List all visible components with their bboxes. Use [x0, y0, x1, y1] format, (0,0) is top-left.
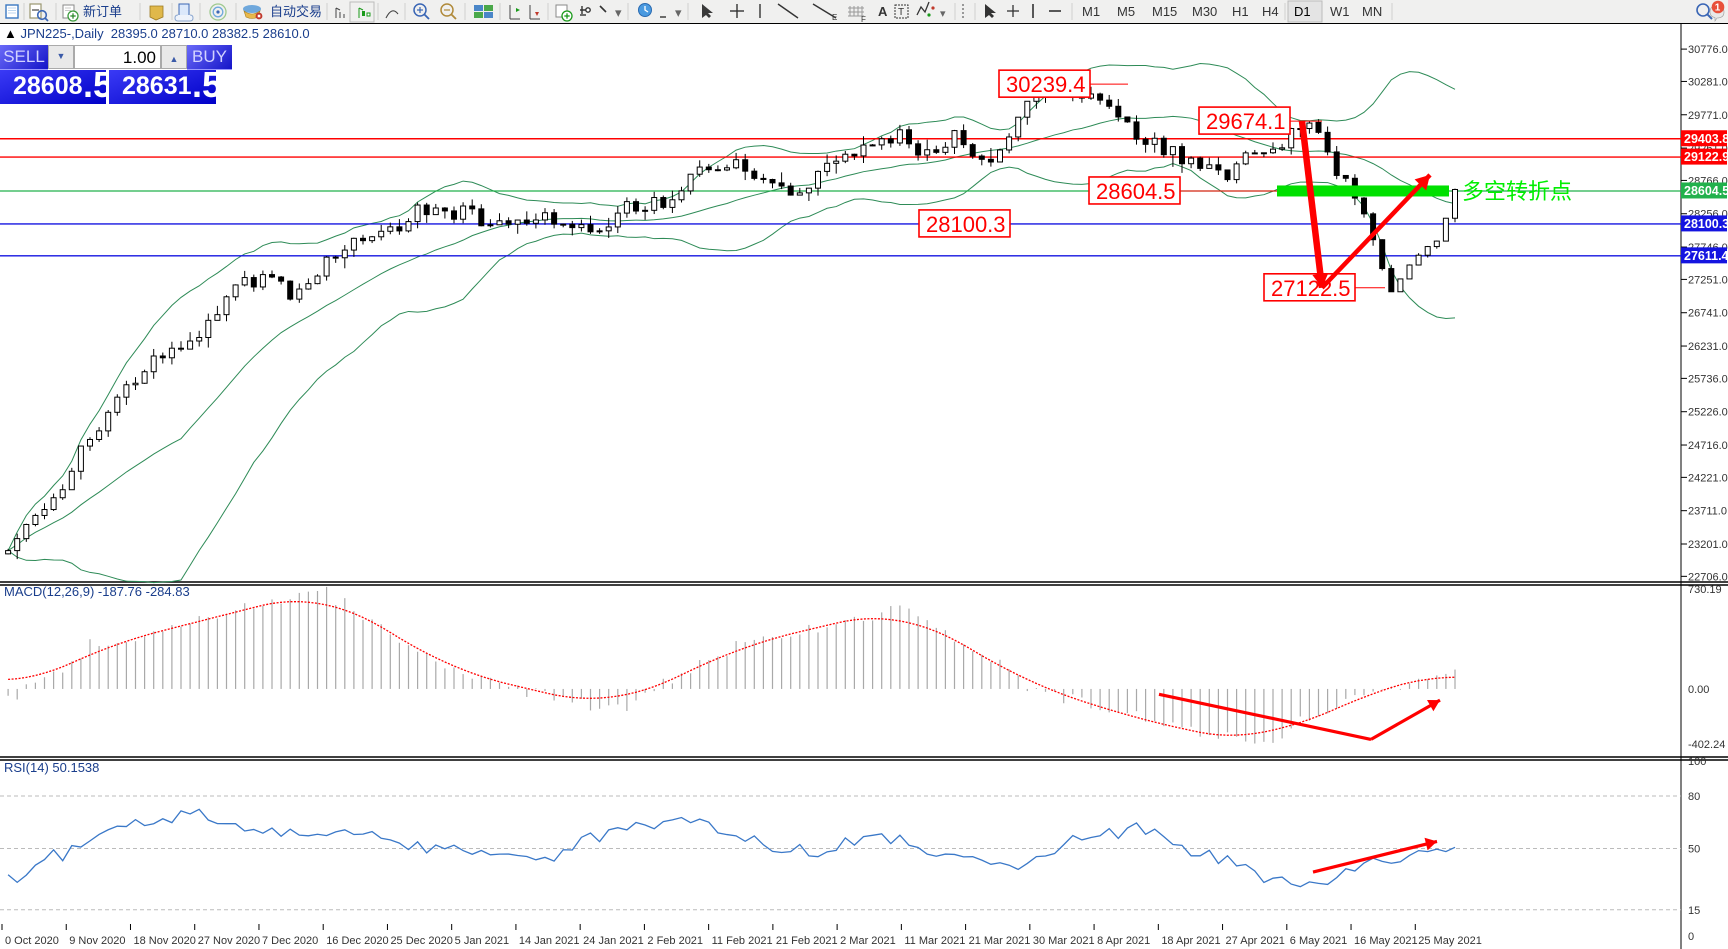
svg-text:M1: M1 [1082, 4, 1100, 19]
svg-text:6 May 2021: 6 May 2021 [1290, 935, 1347, 947]
svg-text:21 Feb 2021: 21 Feb 2021 [776, 935, 838, 947]
svg-text:7 Dec 2020: 7 Dec 2020 [262, 935, 318, 947]
svg-text:H4: H4 [1262, 4, 1279, 19]
svg-text:80: 80 [1688, 791, 1700, 803]
svg-text:26231.0: 26231.0 [1688, 341, 1728, 353]
svg-text:18 Apr 2021: 18 Apr 2021 [1161, 935, 1220, 947]
svg-text:▾: ▾ [940, 8, 946, 20]
svg-text:2 Feb 2021: 2 Feb 2021 [647, 935, 703, 947]
svg-text:28604.5: 28604.5 [1684, 184, 1728, 198]
svg-text:M30: M30 [1192, 4, 1217, 19]
svg-text:▾: ▾ [675, 5, 682, 20]
svg-text:29403.8: 29403.8 [1684, 132, 1728, 146]
svg-text:自动交易: 自动交易 [270, 4, 322, 19]
svg-text:27 Apr 2021: 27 Apr 2021 [1226, 935, 1285, 947]
svg-text:50: 50 [1688, 844, 1700, 856]
svg-text:9 Nov 2020: 9 Nov 2020 [69, 935, 125, 947]
svg-text:25226.0: 25226.0 [1688, 407, 1728, 419]
svg-text:27251.0: 27251.0 [1688, 274, 1728, 286]
svg-text:11 Feb 2021: 11 Feb 2021 [712, 935, 773, 947]
svg-text:RSI(14) 50.1538: RSI(14) 50.1538 [4, 760, 99, 775]
svg-text:27611.4: 27611.4 [1684, 249, 1728, 263]
svg-text:MACD(12,26,9) -187.76 -284.83: MACD(12,26,9) -187.76 -284.83 [4, 584, 190, 599]
svg-text:18 Nov 2020: 18 Nov 2020 [133, 935, 195, 947]
svg-text:新订单: 新订单 [83, 4, 122, 19]
svg-text:25 Dec 2020: 25 Dec 2020 [390, 935, 452, 947]
svg-text:1: 1 [1715, 2, 1721, 13]
svg-text:24716.0: 24716.0 [1688, 440, 1728, 452]
svg-text:21 Mar 2021: 21 Mar 2021 [969, 935, 1031, 947]
svg-text:28604.5: 28604.5 [1096, 179, 1176, 204]
svg-text:16 May 2021: 16 May 2021 [1354, 935, 1418, 947]
svg-text:30281.0: 30281.0 [1688, 76, 1728, 88]
svg-text:0: 0 [1688, 931, 1694, 943]
svg-text:24 Jan 2021: 24 Jan 2021 [583, 935, 644, 947]
svg-text:D1: D1 [1294, 4, 1311, 19]
svg-text:23711.0: 23711.0 [1688, 506, 1727, 518]
svg-text:23201.0: 23201.0 [1688, 539, 1728, 551]
svg-text:A: A [878, 4, 888, 19]
svg-text:T: T [898, 7, 904, 18]
svg-text:多空转折点: 多空转折点 [1462, 179, 1572, 204]
svg-text:24221.0: 24221.0 [1688, 472, 1728, 484]
svg-text:M15: M15 [1152, 4, 1177, 19]
svg-text:0.00: 0.00 [1688, 684, 1709, 696]
svg-text:H1: H1 [1232, 4, 1249, 19]
svg-text:29122.9: 29122.9 [1684, 150, 1728, 164]
svg-text:29674.1: 29674.1 [1206, 109, 1286, 134]
svg-text:25736.0: 25736.0 [1688, 373, 1728, 385]
svg-text:8 Apr 2021: 8 Apr 2021 [1097, 935, 1150, 947]
svg-text:11 Mar 2021: 11 Mar 2021 [904, 935, 965, 947]
svg-text:28100.3: 28100.3 [926, 212, 1006, 237]
svg-text:28100.3: 28100.3 [1684, 217, 1728, 231]
svg-text:30239.4: 30239.4 [1006, 72, 1086, 97]
svg-text:22706.0: 22706.0 [1688, 571, 1728, 583]
svg-text:27122.5: 27122.5 [1271, 276, 1351, 301]
svg-text:27 Nov 2020: 27 Nov 2020 [198, 935, 260, 947]
svg-text:M5: M5 [1117, 4, 1135, 19]
svg-text:5 Jan 2021: 5 Jan 2021 [455, 935, 509, 947]
svg-text:F: F [861, 15, 866, 23]
svg-text:100: 100 [1688, 756, 1706, 768]
svg-text:E: E [832, 13, 837, 22]
svg-text:26741.0: 26741.0 [1688, 308, 1728, 320]
svg-text:-402.24: -402.24 [1688, 739, 1725, 751]
svg-text:730.19: 730.19 [1688, 584, 1722, 596]
svg-text:14 Jan 2021: 14 Jan 2021 [519, 935, 580, 947]
svg-text:MN: MN [1362, 4, 1382, 19]
svg-text:30 Mar 2021: 30 Mar 2021 [1033, 935, 1095, 947]
svg-text:16 Dec 2020: 16 Dec 2020 [326, 935, 388, 947]
svg-text:25 May 2021: 25 May 2021 [1418, 935, 1482, 947]
svg-text:30776.0: 30776.0 [1688, 44, 1728, 56]
svg-text:0 Oct 2020: 0 Oct 2020 [5, 935, 59, 947]
svg-text:2 Mar 2021: 2 Mar 2021 [840, 935, 896, 947]
svg-text:15: 15 [1688, 905, 1700, 917]
svg-text:29771.0: 29771.0 [1688, 110, 1728, 122]
svg-text:▾: ▾ [615, 5, 622, 20]
svg-text:W1: W1 [1330, 4, 1350, 19]
